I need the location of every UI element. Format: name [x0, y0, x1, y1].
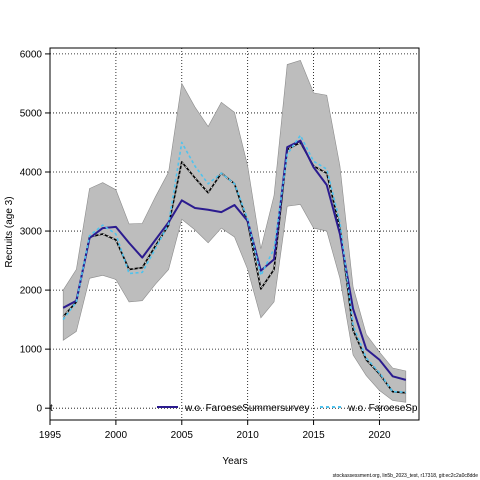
series-lines [62, 134, 407, 394]
legend-label-third: w.o. FaroeseSp [347, 403, 418, 414]
y-tick-label: 1000 [20, 345, 43, 356]
y-tick-label: 0 [36, 404, 42, 415]
x-axis: 1995 2000 2005 2010 2015 2020 [39, 420, 391, 441]
series-line-3 [62, 134, 406, 394]
y-tick-label: 5000 [20, 108, 43, 119]
legend-label-first: t [50, 403, 53, 414]
plot-frame [49, 47, 420, 421]
y-tick-label: 2000 [20, 286, 43, 297]
legend: t w.o. FaroeseSummersurvey w.o. FaroeseS… [50, 403, 418, 414]
footer-credit: stockassessment.org, lin5b_2023_test, r1… [333, 473, 479, 479]
x-tick-label: 2000 [105, 430, 128, 441]
x-tick-label: 1995 [39, 430, 62, 441]
y-tick-label: 6000 [20, 49, 43, 60]
confidence-band-area [62, 60, 407, 403]
x-tick-label: 2015 [302, 430, 325, 441]
series-line-2 [62, 139, 407, 381]
y-axis-title: Recruits (age 3) [4, 196, 15, 267]
legend-label-second: w.o. FaroeseSummersurvey [184, 403, 310, 414]
y-tick-label: 3000 [20, 227, 43, 238]
x-tick-label: 2020 [368, 430, 391, 441]
x-axis-title: Years [222, 456, 247, 467]
y-tick-label: 4000 [20, 168, 43, 179]
x-tick-label: 2005 [171, 430, 194, 441]
x-tick-label: 2010 [237, 430, 260, 441]
confidence-band [62, 60, 407, 403]
y-axis: 0 1000 2000 3000 4000 5000 6000 [20, 49, 50, 415]
